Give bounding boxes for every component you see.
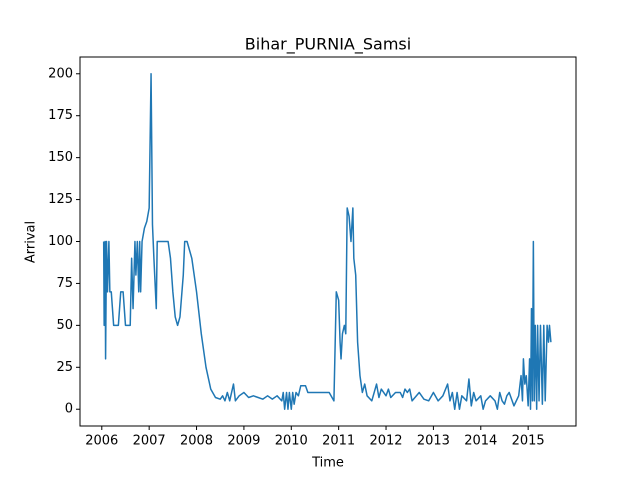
y-tick-label: 25 [56,360,73,375]
x-tick-label: 2012 [369,434,402,449]
y-tick-label: 100 [48,234,73,249]
y-axis-label: Arrival [24,221,39,263]
x-tick-label: 2008 [180,434,213,449]
x-tick-label: 2011 [322,434,355,449]
x-tick-label: 2009 [227,434,260,449]
y-tick-label: 175 [48,108,73,123]
y-tick-label: 200 [48,66,73,81]
x-tick-label: 2014 [464,434,497,449]
x-tick-label: 2006 [85,434,118,449]
x-tick-label: 2013 [417,434,450,449]
chart-title: Bihar_PURNIA_Samsi [245,35,411,55]
y-tick-label: 125 [48,192,73,207]
x-axis-label: Time [311,456,344,471]
y-tick-label: 75 [56,276,73,291]
y-tick-label: 50 [56,318,73,333]
plot-frame [79,56,577,427]
x-tick-label: 2007 [133,434,166,449]
data-line [102,73,552,410]
y-tick-label: 150 [48,150,73,165]
y-tick-label: 0 [65,402,73,417]
x-tick-label: 2010 [275,434,308,449]
x-tick-label: 2015 [512,434,545,449]
